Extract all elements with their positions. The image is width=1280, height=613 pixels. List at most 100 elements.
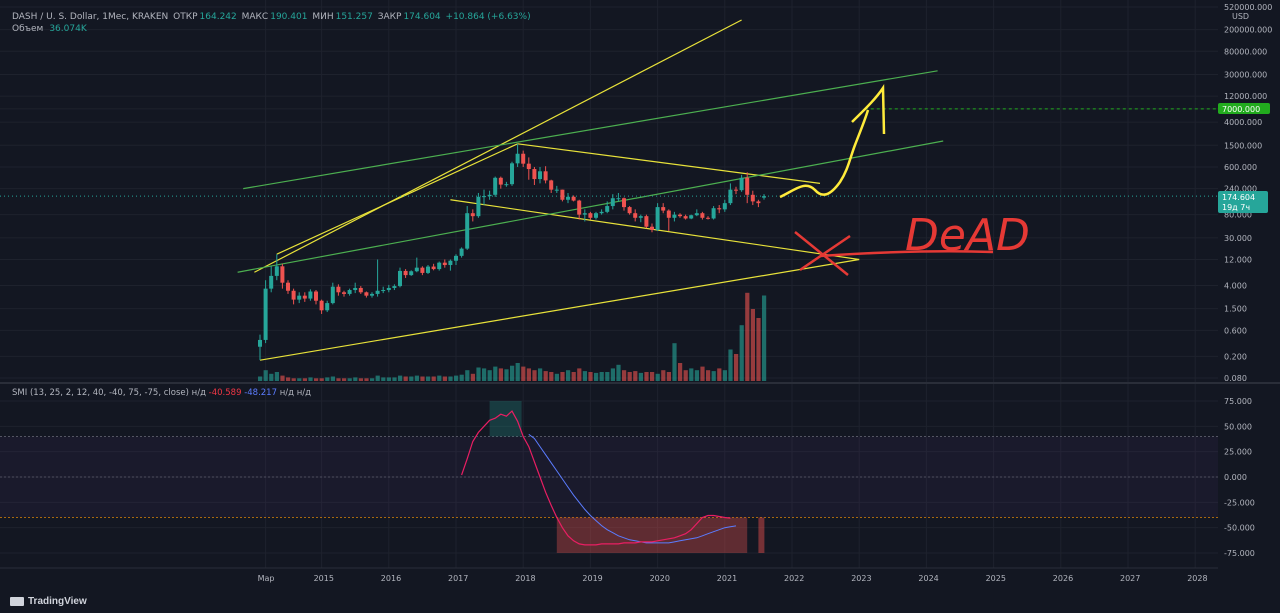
candle-body	[655, 207, 660, 230]
time-tick-label: 2018	[515, 574, 535, 583]
smi-label[interactable]: SMI (13, 25, 2, 12, 40, -40, 75, -75, cl…	[12, 388, 189, 398]
volume-bar	[476, 367, 481, 381]
volume-bar	[392, 377, 397, 381]
volume-bar	[728, 349, 733, 381]
time-tick-label: 2024	[918, 574, 938, 583]
candle-body	[454, 255, 458, 261]
candle-body	[605, 206, 610, 212]
candle-body	[420, 267, 425, 273]
candle-body	[302, 295, 307, 299]
smi-legend[interactable]: SMI (13, 25, 2, 12, 40, -40, 75, -75, cl…	[12, 388, 311, 398]
time-tick-label: 2021	[717, 574, 737, 583]
smi-line	[461, 410, 731, 546]
volume-bars	[258, 292, 767, 381]
green-trendline	[243, 70, 938, 190]
green-trendline	[237, 140, 944, 273]
candle-body	[566, 196, 570, 200]
trendlines[interactable]	[0, 19, 1218, 361]
price-tick-label: 1500.000	[1224, 141, 1262, 150]
high-label: МАКС	[241, 12, 269, 22]
volume-bar	[610, 368, 615, 381]
candle-body	[571, 196, 576, 201]
volume-bar	[666, 372, 671, 381]
price-tick-label: 520000.000	[1224, 3, 1272, 12]
volume-bar	[420, 376, 425, 381]
candle-body	[386, 287, 391, 291]
low-value: 151.257	[335, 12, 373, 22]
volume-bar	[734, 354, 739, 381]
candle-body	[297, 295, 302, 300]
candle-body	[521, 153, 526, 164]
volume-bar	[717, 368, 722, 381]
volume-bar	[594, 372, 599, 381]
smi-value: -40.589	[208, 388, 242, 398]
volume-bar	[280, 375, 285, 381]
volume-bar	[655, 373, 660, 381]
volume-bar	[756, 318, 761, 381]
low-label: МИН	[312, 12, 334, 22]
candle-body	[661, 207, 666, 211]
time-tick-label: 2028	[1187, 574, 1207, 583]
time-axis[interactable]: Мар 2015 2016 2017 2018 2019 2020 2021 2022 2023 2…	[258, 574, 1208, 583]
volume-bar	[538, 368, 543, 381]
volume-bar	[515, 363, 520, 381]
volume-legend[interactable]: Объем 36.074K	[12, 24, 87, 34]
smi-tick-label: -75.000	[1224, 549, 1255, 558]
volume-bar	[493, 366, 498, 381]
candle-body	[577, 200, 582, 215]
volume-bar	[722, 370, 727, 381]
candle-body	[459, 248, 464, 256]
smi-zones	[0, 401, 1218, 553]
candle-body	[493, 177, 498, 195]
candle-body	[728, 189, 733, 204]
volume-bar	[358, 378, 363, 381]
volume-bar	[409, 376, 414, 381]
candle-body	[750, 194, 755, 202]
volume-bar	[386, 377, 391, 381]
candle-body	[286, 282, 290, 291]
volume-value: 36.074K	[49, 24, 87, 34]
volume-bar	[750, 309, 755, 381]
current-price-label: 174.604	[1222, 193, 1255, 202]
brand-label: TradingView	[28, 596, 87, 607]
candles[interactable]	[258, 143, 766, 361]
open-value: 164.242	[199, 12, 237, 22]
smi-tick-label: -50.000	[1224, 524, 1255, 533]
time-tick-label: 2015	[314, 574, 334, 583]
candle-body	[319, 300, 324, 311]
candle-body	[258, 339, 262, 347]
smi-tick-label: -25.000	[1224, 498, 1255, 507]
drawn-arrow-left	[819, 249, 994, 258]
volume-bar	[526, 368, 531, 381]
volume-bar	[599, 372, 604, 381]
smi-tick-label: 0.000	[1224, 473, 1247, 482]
candle-body	[431, 266, 436, 270]
symbol-header[interactable]: DASH / U. S. Dollar, 1Мес, KRAKEN ОТКР 16…	[12, 12, 533, 23]
volume-bar	[661, 370, 666, 381]
yellow-trendline	[259, 258, 860, 361]
volume-bar	[532, 370, 537, 381]
volume-bar	[683, 370, 688, 381]
smi-na2: н/д	[279, 388, 295, 398]
price-axis[interactable]: 520000.000 200000.000 80000.000 30000.000 12…	[1224, 3, 1272, 383]
volume-bar	[672, 343, 677, 381]
candle-body	[560, 189, 565, 200]
volume-bar	[762, 295, 767, 381]
volume-bar	[398, 375, 403, 381]
smi-axis[interactable]: 75.000 50.000 25.000 0.000 -25.000 -50.000 -75…	[1224, 397, 1255, 558]
symbol-title[interactable]: DASH / U. S. Dollar, 1Мес, KRAKEN	[12, 12, 169, 22]
target-price-tag	[1218, 103, 1270, 114]
time-tick-label: 2022	[784, 574, 804, 583]
candle-body	[666, 210, 671, 218]
volume-bar	[381, 377, 386, 381]
tradingview-logo[interactable]: tv TradingView	[10, 596, 87, 607]
candle-body	[504, 184, 509, 186]
candle-body	[549, 180, 554, 190]
price-tick-label: 0.200	[1224, 352, 1247, 361]
candle-body	[308, 291, 313, 299]
volume-bar	[627, 372, 632, 381]
grid	[0, 0, 1218, 568]
close-label: ЗАКР	[377, 12, 402, 22]
candle-body	[263, 288, 268, 340]
